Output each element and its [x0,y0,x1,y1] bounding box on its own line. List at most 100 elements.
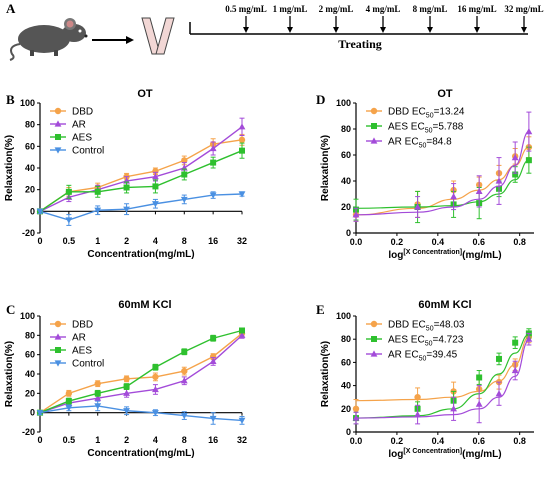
dose-label: 1 mg/mL [273,4,308,14]
x-tick-label: 2 [124,435,129,445]
x-tick-label: 0.5 [63,435,76,445]
x-tick-label: 0 [37,236,42,246]
data-point [123,389,130,396]
y-tick-label: 0 [346,427,351,437]
data-point [511,366,519,374]
legend-label: AES [72,133,92,144]
series-line [39,139,243,212]
data-point [525,335,533,342]
legend-label-value: =4.723 [432,335,463,346]
series-control [36,400,246,425]
y-tick-label: 60 [25,350,35,360]
x-tick-label: 4 [153,236,158,246]
series-line [39,193,243,221]
data-point [180,196,188,204]
data-point [525,157,532,164]
legend-label-subscript: 50 [426,326,434,333]
data-point [210,335,217,342]
legend-marker [371,336,377,342]
y-tick-label: 60 [25,141,35,151]
x-axis-title-superscript: [X Concentration] [403,249,462,256]
legend-label-main: AES EC [388,122,425,133]
x-tick-label: 0.4 [432,237,445,247]
legend-label: AES EC50=4.723 [388,335,464,348]
dose-label: 2 mg/mL [319,4,354,14]
data-point [123,383,130,390]
dose-label: 0.5 mg/mL [225,4,267,14]
legend-label-main: DBD EC [388,107,426,118]
legend-label-main: DBD EC [388,320,426,331]
y-tick-label: 20 [341,404,351,414]
dose-markers: 0.5 mg/mL 1 mg/mL 2 mg/mL 4 mg/mL 8 mg/mL 16 … [225,4,544,33]
y-axis-title: Relaxation(%) [320,135,331,201]
x-axis-title-unit: (mg/mL) [462,449,501,460]
arrow-head-icon [333,27,339,33]
legend-label-subscript: 50 [426,113,434,120]
y-tick-label: -20 [22,228,35,238]
legend-marker [54,320,62,328]
x-axis-title-unit: (mg/mL) [462,250,501,261]
data-point [152,373,159,381]
data-point [475,187,483,194]
legend-marker [55,347,61,353]
y-tick-label: 80 [341,124,351,134]
data-point [238,136,246,144]
x-tick-label: 0.8 [513,237,526,247]
legend-label-value: =48.03 [434,320,465,331]
data-point [123,408,130,415]
panel-letter: E [316,302,325,317]
y-tick-label: 60 [341,150,351,160]
x-tick-label: 16 [208,236,218,246]
y-tick-label: 80 [25,330,35,340]
y-tick-label: 20 [25,185,35,195]
x-axis-title-superscript: [X Concentration] [403,448,462,455]
chart-title: 60mM KCl [118,299,171,311]
dose-label: 4 mg/mL [366,4,401,14]
fit-curve [355,333,530,419]
x-tick-label: 0.5 [63,236,76,246]
legend-label-value: =13.24 [434,107,465,118]
panel-letter: B [6,92,15,107]
y-tick-label: 20 [25,388,35,398]
legend: DBD AR AES Control [50,107,104,157]
legend-label-value: =5.788 [432,122,463,133]
series-line [39,126,243,212]
legend-marker [370,320,378,328]
chart-title: OT [437,88,453,100]
x-tick-label: 8 [182,236,187,246]
panel-a: A 0.5 mg/mL 1 mg/mL 2 mg/mL 4 mg/mL 8 mg/mL 1… [6,1,544,61]
x-axis-title: Concentration(mg/mL) [87,249,194,260]
dose-label: 16 mg/mL [457,4,496,14]
series-aes [353,146,532,224]
legend-label: AR [72,333,86,344]
legend-label-main: AR EC [388,350,419,361]
y-tick-label: 80 [341,334,351,344]
data-point [94,380,101,387]
x-axis-title: Concentration(mg/mL) [87,448,194,459]
data-point [210,159,217,166]
x-tick-label: 8 [182,435,187,445]
treating-label: Treating [338,37,382,51]
legend-label-subscript: 50 [419,143,427,150]
y-tick-label: 100 [20,311,35,321]
x-tick-label: 0.4 [432,436,445,446]
data-point [94,188,101,195]
data-point [352,414,360,421]
y-tick-label: 20 [341,202,351,212]
y-tick-label: 0 [30,206,35,216]
data-point [181,367,188,375]
legend-label: AR EC50=84.8 [388,137,452,150]
legend-marker [54,360,62,367]
data-point [512,171,519,178]
data-point [181,157,188,164]
legend-label: AES [72,346,92,357]
data-point [450,193,457,200]
legend-label: DBD EC50=48.03 [388,320,465,333]
series-line [39,150,243,212]
data-point [209,144,217,152]
dose-label: 32 mg/mL [504,4,543,14]
